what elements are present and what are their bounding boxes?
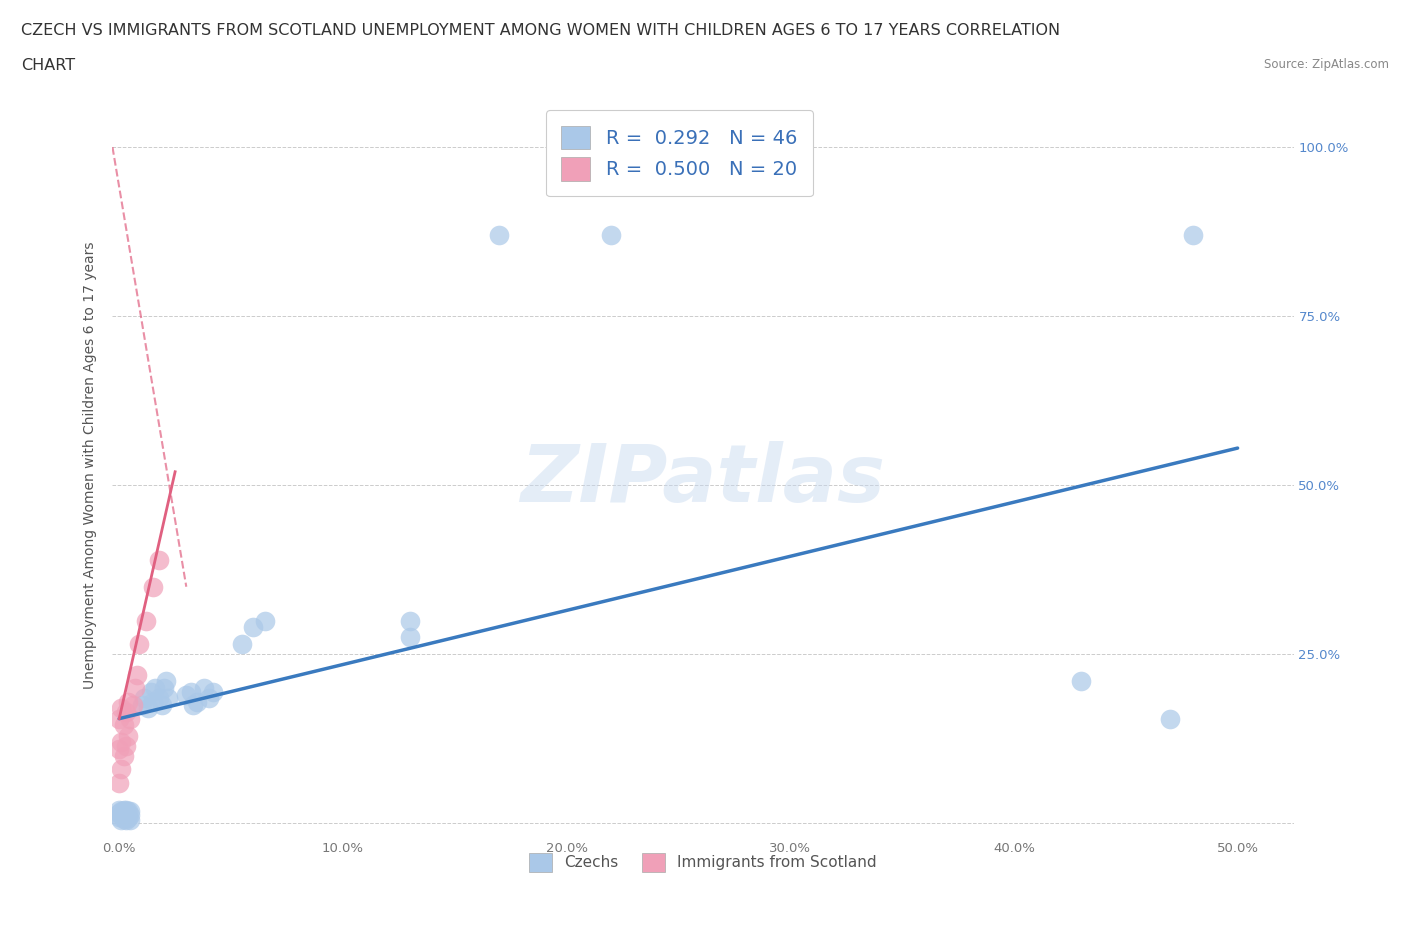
Legend: Czechs, Immigrants from Scotland: Czechs, Immigrants from Scotland xyxy=(523,847,883,878)
Text: Source: ZipAtlas.com: Source: ZipAtlas.com xyxy=(1264,58,1389,71)
Point xyxy=(135,613,157,628)
Point xyxy=(112,803,135,817)
Point xyxy=(108,803,131,817)
Point xyxy=(253,613,276,628)
Point xyxy=(231,637,253,652)
Point xyxy=(1070,674,1092,689)
Point xyxy=(120,804,142,818)
Point xyxy=(110,735,132,750)
Point xyxy=(108,776,131,790)
Point xyxy=(110,762,132,777)
Point xyxy=(120,813,142,828)
Y-axis label: Unemployment Among Women with Children Ages 6 to 17 years: Unemployment Among Women with Children A… xyxy=(83,241,97,689)
Point xyxy=(110,808,132,823)
Point xyxy=(115,704,138,719)
Point xyxy=(112,718,135,733)
Text: ZIPatlas: ZIPatlas xyxy=(520,441,886,519)
Point xyxy=(117,695,139,710)
Point xyxy=(600,228,623,243)
Point xyxy=(488,228,510,243)
Point xyxy=(180,684,202,699)
Point xyxy=(115,809,138,824)
Point xyxy=(108,711,131,726)
Point xyxy=(128,637,150,652)
Point xyxy=(124,681,146,696)
Point xyxy=(108,741,131,756)
Point xyxy=(115,738,138,753)
Point xyxy=(120,808,142,823)
Point xyxy=(202,684,225,699)
Point xyxy=(197,691,219,706)
Point xyxy=(115,803,138,817)
Point xyxy=(112,749,135,764)
Point xyxy=(1159,711,1181,726)
Point xyxy=(157,691,180,706)
Point xyxy=(110,701,132,716)
Point xyxy=(131,698,153,712)
Point xyxy=(153,681,176,696)
Point xyxy=(112,806,135,821)
Point xyxy=(115,813,138,828)
Point xyxy=(143,681,166,696)
Point xyxy=(110,804,132,818)
Point xyxy=(117,811,139,826)
Point xyxy=(399,613,422,628)
Point xyxy=(120,711,142,726)
Point xyxy=(142,579,165,594)
Point xyxy=(142,695,165,710)
Point xyxy=(186,695,208,710)
Point xyxy=(108,809,131,824)
Text: CZECH VS IMMIGRANTS FROM SCOTLAND UNEMPLOYMENT AMONG WOMEN WITH CHILDREN AGES 6 : CZECH VS IMMIGRANTS FROM SCOTLAND UNEMPL… xyxy=(21,23,1060,38)
Point xyxy=(181,698,204,712)
Point xyxy=(121,698,143,712)
Text: CHART: CHART xyxy=(21,58,75,73)
Point xyxy=(242,620,264,635)
Point xyxy=(139,684,162,699)
Point xyxy=(174,687,197,702)
Point xyxy=(136,701,159,716)
Point xyxy=(148,552,170,567)
Point xyxy=(148,691,170,706)
Point xyxy=(155,674,177,689)
Point xyxy=(117,804,139,818)
Point xyxy=(112,809,135,824)
Point xyxy=(150,698,173,712)
Point xyxy=(399,630,422,644)
Point xyxy=(1181,228,1204,243)
Point xyxy=(127,667,148,682)
Point xyxy=(117,728,139,743)
Point xyxy=(108,806,131,821)
Point xyxy=(112,811,135,826)
Point xyxy=(193,681,215,696)
Point xyxy=(110,813,132,828)
Point xyxy=(115,806,138,821)
Point xyxy=(132,691,155,706)
